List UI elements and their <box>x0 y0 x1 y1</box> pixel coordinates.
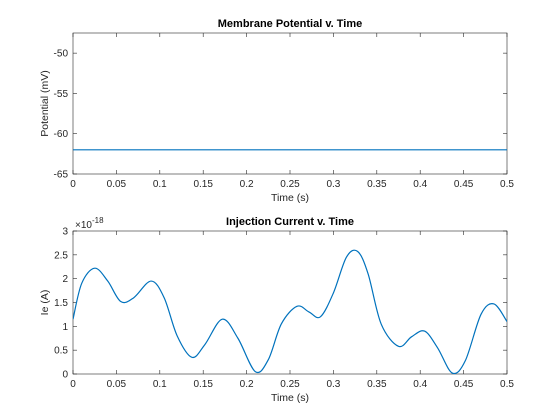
chart2-y-tick-label: 1 <box>62 322 68 333</box>
chart2-x-tick-label: 0.15 <box>193 379 213 390</box>
chart2-x-tick-label: 0.1 <box>153 379 167 390</box>
chart1-x-tick-label: 0.35 <box>367 179 387 190</box>
chart2-y-tick-label: 3 <box>62 227 68 238</box>
chart2-y-tick-label: 0.5 <box>54 346 68 357</box>
chart2-y-tick-label: 0 <box>62 370 68 381</box>
chart2-axes: 0 0.05 0.1 0.15 0.2 0.25 0.3 0.35 0.4 0.45 0.5 0 0.5… <box>39 216 514 404</box>
chart2-x-tick-label: 0.05 <box>107 379 127 390</box>
chart2-y-tick-label: 1.5 <box>54 298 68 309</box>
chart2-x-tick-label: 0.25 <box>280 379 300 390</box>
chart1-axes: 0 0.05 0.1 0.15 0.2 0.25 0.3 0.35 0.4 0.45 0.5 -65 -… <box>39 18 514 204</box>
chart2-x-tick-label: 0.5 <box>500 379 514 390</box>
chart2-y-exponent-power: -18 <box>92 216 104 225</box>
chart1-x-tick-label: 0.3 <box>326 179 340 190</box>
chart1-x-axis-label: Time (s) <box>271 192 309 204</box>
chart2-y-tick-label: 2.5 <box>54 250 68 261</box>
chart2-series-line-ie <box>73 249 507 374</box>
chart1-y-axis-label: Potential (mV) <box>39 70 51 137</box>
chart1-x-tick-label: 0.4 <box>413 179 427 190</box>
chart1-y-tick-label: -65 <box>54 170 69 181</box>
chart1-x-tick-label: 0.25 <box>280 179 300 190</box>
chart1-x-tick-label: 0.15 <box>193 179 213 190</box>
chart2-x-tick-label: 0.4 <box>413 379 427 390</box>
chart1-x-tick-label: 0 <box>70 179 76 190</box>
chart1-x-tick-label: 0.5 <box>500 179 514 190</box>
chart1-x-tick-label: 0.05 <box>107 179 127 190</box>
chart1-y-tick-label: -55 <box>54 89 69 100</box>
chart1-x-tick-label: 0.45 <box>454 179 474 190</box>
chart2-x-tick-label: 0.2 <box>240 379 254 390</box>
chart1-x-tick-label: 0.1 <box>153 179 167 190</box>
chart2-y-exponent-label: ×10-18 <box>75 216 104 231</box>
chart1-y-tick-label: -60 <box>54 129 69 140</box>
chart2-y-axis-label: Ie (A) <box>39 290 51 316</box>
chart2-x-tick-label: 0.45 <box>454 379 474 390</box>
chart1-y-tick-label: -50 <box>54 49 69 60</box>
chart2-y-tick-label: 2 <box>62 274 68 285</box>
chart2-x-axis-label: Time (s) <box>271 392 309 404</box>
chart2-x-tick-label: 0.35 <box>367 379 387 390</box>
chart1-x-tick-label: 0.2 <box>240 179 254 190</box>
chart2-y-exponent-base: ×10 <box>75 220 92 231</box>
chart1-plot-area <box>72 32 508 175</box>
chart2-x-tick-label: 0.3 <box>326 379 340 390</box>
chart2-title: Injection Current v. Time <box>226 216 354 228</box>
chart2-x-tick-label: 0 <box>70 379 76 390</box>
chart2-plot-area <box>72 230 508 375</box>
chart1-title: Membrane Potential v. Time <box>218 18 362 30</box>
